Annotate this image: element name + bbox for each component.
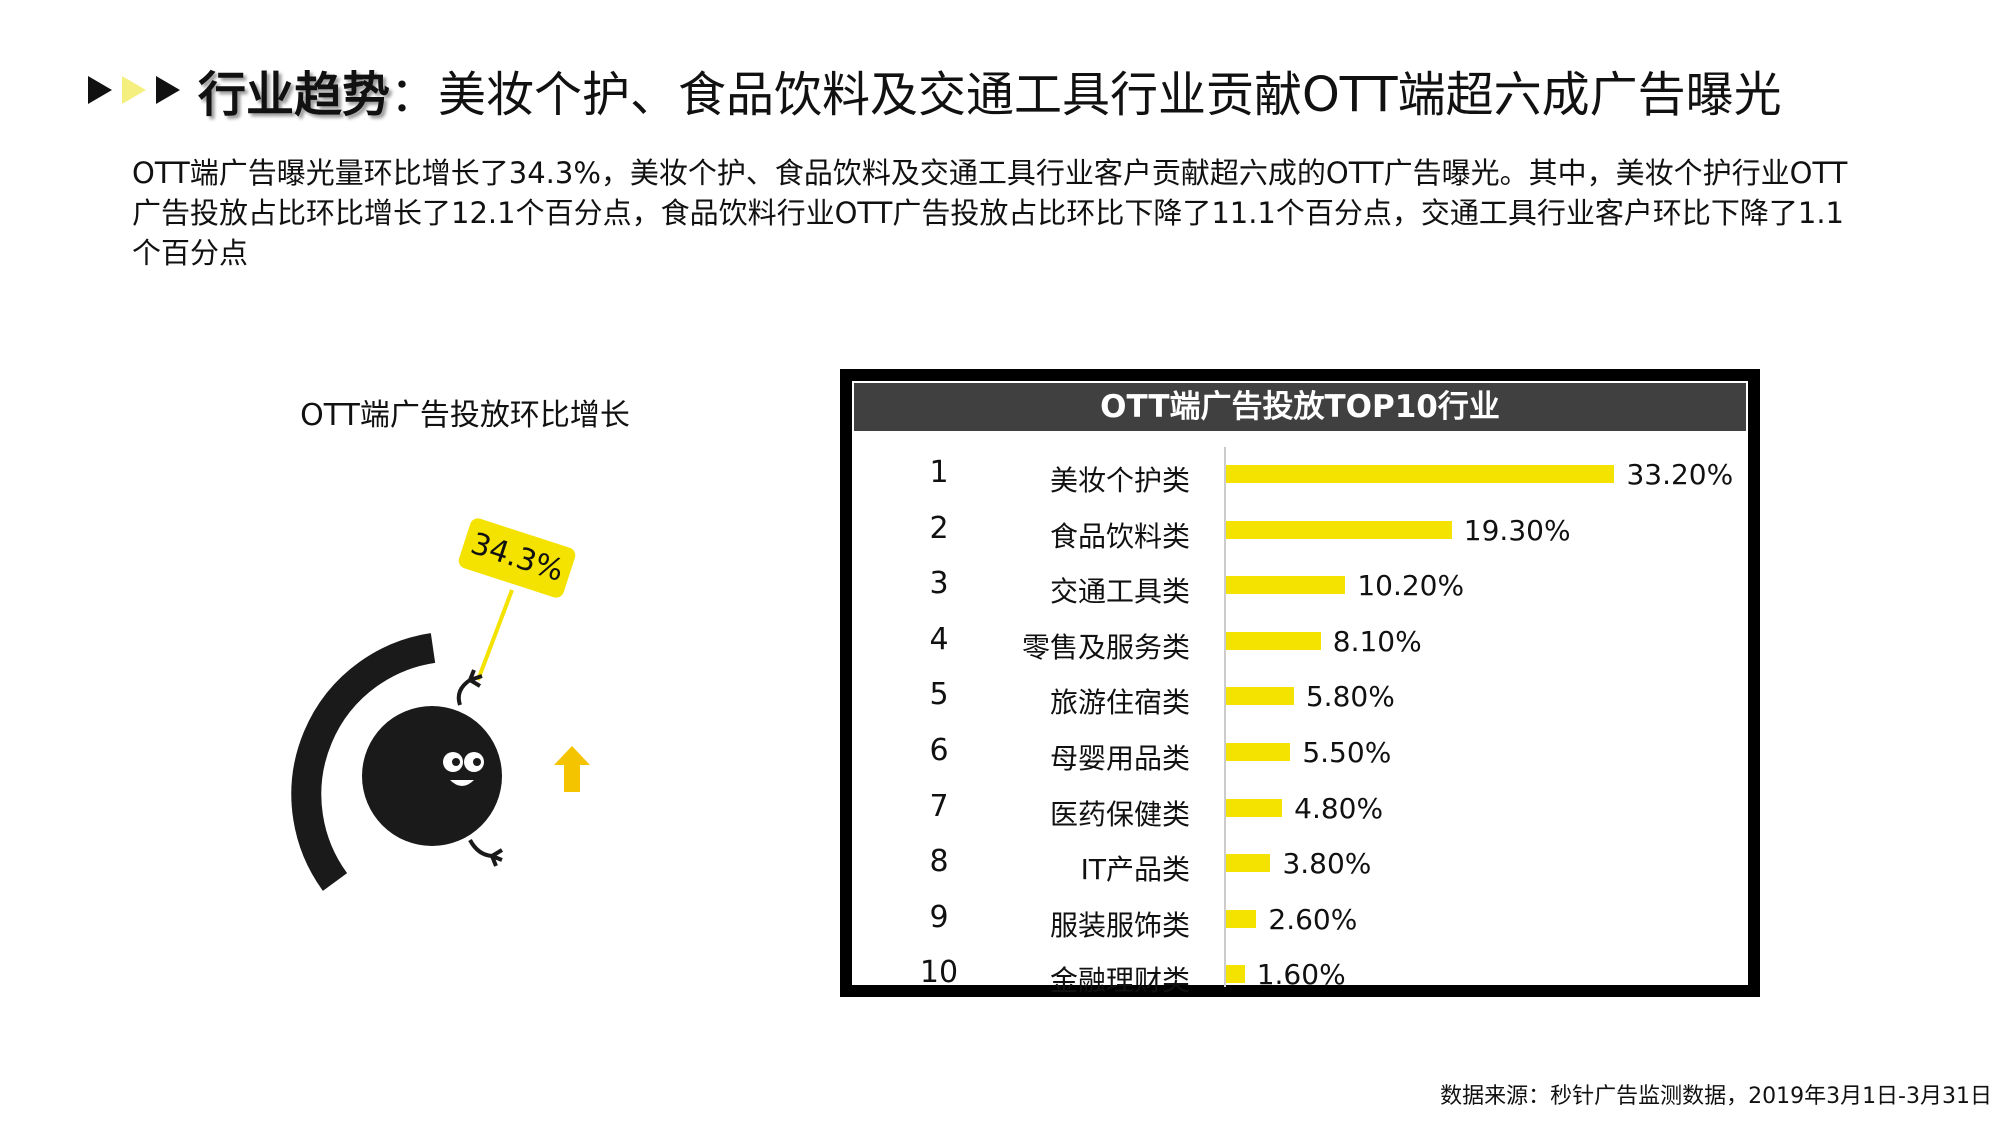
top10-chart: OTT端广告投放TOP10行业 1 美妆个护类 33.20% 2 食品饮料类 19.30%… [840, 369, 1760, 997]
rank-label: 7 [929, 788, 949, 824]
rank-label: 8 [929, 844, 949, 880]
value-label: 8.10% [1332, 624, 1422, 658]
chart-row: 2 食品饮料类 19.30% [852, 503, 1748, 558]
category-label: 美妆个护类 [1049, 464, 1190, 497]
category-label: 旅游住宿类 [1049, 686, 1190, 720]
category-label: 食品饮料类 [1049, 519, 1190, 553]
triangle-icon [122, 76, 146, 104]
value-label: 5.50% [1302, 736, 1392, 769]
bar [1226, 576, 1346, 595]
arc-shape [291, 633, 436, 891]
category-label: 服装服饰类 [1049, 908, 1190, 942]
arm-top [456, 669, 483, 706]
value-label: 5.80% [1305, 680, 1395, 714]
triangle-icon [88, 76, 112, 104]
character-body [362, 706, 502, 846]
summary-paragraph: OTT端广告曝光量环比增长了34.3%，美妆个护、食品饮料及交通工具行业客户贡献… [132, 156, 1848, 270]
bar [1226, 909, 1257, 928]
bar [1226, 854, 1271, 873]
data-source: 数据来源：秒针广告监测数据，2019年3月1日-3月31日 [1440, 1084, 1992, 1109]
rank-label: 6 [929, 733, 949, 768]
title-bold: 行业趋势 [198, 67, 391, 123]
value-label: 19.30% [1463, 513, 1571, 547]
rank-label: 4 [929, 621, 949, 657]
rank-label: 3 [929, 566, 949, 602]
bar [1226, 465, 1615, 483]
bar [1226, 687, 1294, 706]
value-label: 1.60% [1256, 958, 1346, 992]
value-label: 33.20% [1626, 458, 1734, 491]
rank-label: 9 [929, 899, 949, 935]
rank-label: 5 [929, 677, 949, 713]
chart-row: 10 金融理财类 1.60% [852, 947, 1748, 1002]
rank-label: 1 [929, 455, 949, 490]
growth-illustration [291, 589, 590, 891]
triangle-icon [156, 76, 180, 104]
category-label: 母婴用品类 [1049, 742, 1190, 775]
category-label: 交通工具类 [1049, 575, 1190, 609]
left-panel-title: OTT端广告投放环比增长 [300, 398, 630, 433]
chart-row: 8 IT产品类 3.80% [852, 836, 1748, 891]
chart-row: 9 服装服饰类 2.60% [852, 892, 1748, 947]
chart-row: 7 医药保健类 4.80% [852, 781, 1748, 836]
chart-axis [1224, 447, 1226, 987]
chart-row: 4 零售及服务类 8.10% [852, 614, 1748, 669]
value-label: 3.80% [1282, 847, 1372, 881]
title-rest: ：美妆个护、食品饮料及交通工具行业贡献OTT端超六成广告曝光 [390, 67, 1782, 123]
category-label: 零售及服务类 [1021, 630, 1190, 664]
chart-row: 5 旅游住宿类 5.80% [852, 669, 1748, 724]
rank-label: 10 [919, 955, 959, 991]
bar [1226, 965, 1245, 984]
chart-row: 3 交通工具类 10.20% [852, 558, 1748, 613]
category-label: 金融理财类 [1049, 964, 1190, 998]
value-label: 4.80% [1294, 791, 1384, 825]
rank-label: 2 [929, 510, 949, 546]
arm-bottom [468, 839, 504, 867]
category-label: 医药保健类 [1049, 797, 1190, 831]
value-label: 10.20% [1357, 569, 1465, 603]
page-title: 行业趋势 ：美妆个护、食品饮料及交通工具行业贡献OTT端超六成广告曝光 [88, 58, 1782, 123]
label-stick [476, 589, 514, 681]
value-label: 2.60% [1268, 902, 1358, 936]
arrow-up-icon [554, 746, 590, 792]
bar [1226, 798, 1283, 817]
chart-title: OTT端广告投放TOP10行业 [854, 383, 1746, 431]
bar [1226, 520, 1452, 539]
bar [1226, 631, 1321, 650]
category-label: IT产品类 [1080, 853, 1190, 887]
chart-row: 1 美妆个护类 33.20% [852, 447, 1748, 502]
chart-row: 6 母婴用品类 5.50% [852, 725, 1748, 780]
bar [1226, 743, 1291, 761]
